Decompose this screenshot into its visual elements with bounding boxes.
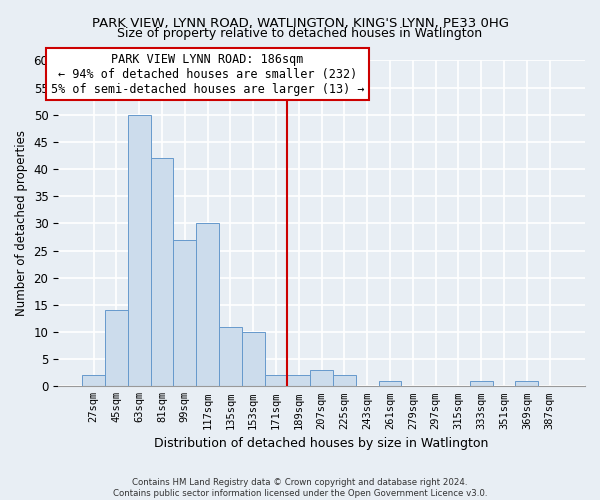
X-axis label: Distribution of detached houses by size in Watlington: Distribution of detached houses by size … [154,437,489,450]
Bar [470,381,493,386]
Y-axis label: Number of detached properties: Number of detached properties [15,130,28,316]
Text: Contains HM Land Registry data © Crown copyright and database right 2024.
Contai: Contains HM Land Registry data © Crown c… [113,478,487,498]
Bar [379,381,401,386]
Bar [105,310,128,386]
Text: PARK VIEW, LYNN ROAD, WATLINGTON, KING'S LYNN, PE33 0HG: PARK VIEW, LYNN ROAD, WATLINGTON, KING'S… [91,18,509,30]
Bar [151,158,173,386]
Bar [265,376,287,386]
Bar [173,240,196,386]
Bar [82,376,105,386]
Bar [128,115,151,386]
Bar [219,326,242,386]
Bar [242,332,265,386]
Bar [310,370,333,386]
Bar [287,376,310,386]
Bar [196,224,219,386]
Text: PARK VIEW LYNN ROAD: 186sqm
← 94% of detached houses are smaller (232)
5% of sem: PARK VIEW LYNN ROAD: 186sqm ← 94% of det… [51,52,364,96]
Text: Size of property relative to detached houses in Watlington: Size of property relative to detached ho… [118,28,482,40]
Bar [333,376,356,386]
Bar [515,381,538,386]
